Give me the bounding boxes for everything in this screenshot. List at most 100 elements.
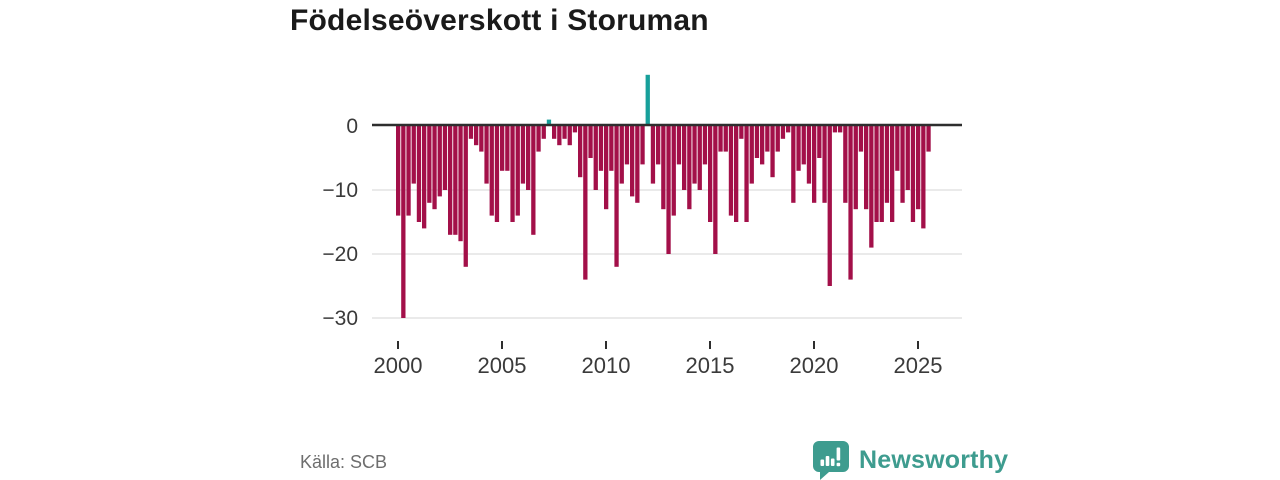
bar	[468, 126, 474, 139]
source-note: Källa: SCB	[300, 452, 388, 472]
bar	[562, 126, 567, 139]
bar	[718, 126, 723, 152]
bar	[910, 126, 916, 222]
x-axis-label: 2010	[582, 353, 631, 378]
bar	[666, 126, 671, 254]
bar	[484, 126, 489, 184]
bar	[869, 126, 874, 248]
bar	[900, 126, 905, 203]
bar	[411, 126, 416, 184]
x-axis-label: 2005	[478, 353, 527, 378]
newsworthy-wordmark: Newsworthy	[859, 445, 1009, 474]
bar	[458, 126, 463, 242]
bar	[671, 126, 676, 216]
bar	[520, 126, 526, 184]
bar	[427, 126, 432, 203]
bar	[806, 126, 812, 184]
bar	[765, 126, 770, 152]
x-axis-label: 2015	[686, 353, 735, 378]
bar	[510, 126, 515, 222]
bar	[604, 126, 609, 210]
bar	[546, 119, 552, 126]
x-axis-label: 2020	[790, 353, 839, 378]
bar	[442, 126, 448, 190]
bar	[588, 126, 593, 158]
bar	[817, 126, 822, 158]
bar	[832, 126, 838, 133]
bar	[479, 126, 484, 152]
bar	[401, 126, 406, 318]
bar	[770, 126, 775, 178]
bar	[500, 126, 505, 171]
bar	[708, 126, 713, 222]
x-axis-label: 2000	[374, 353, 423, 378]
chart-title: Födelseöverskott i Storuman	[290, 4, 709, 37]
bar	[557, 126, 562, 146]
bar	[453, 126, 458, 235]
bar	[780, 126, 786, 139]
bar	[572, 126, 578, 133]
bar	[624, 126, 630, 165]
bar	[474, 126, 479, 146]
bar	[515, 126, 520, 216]
bar	[916, 126, 921, 210]
bar	[656, 126, 661, 165]
bar	[692, 126, 697, 184]
birth-surplus-chart: 0 −10 −20 −30 2000 2005 2010 2015 2020 2025	[322, 74, 962, 378]
bar	[619, 126, 624, 184]
bar	[739, 126, 744, 139]
bar	[728, 126, 734, 216]
bar	[858, 126, 864, 152]
bar	[843, 126, 848, 203]
bar	[531, 126, 536, 235]
bar	[775, 126, 780, 152]
bar	[744, 126, 749, 222]
bar	[437, 126, 442, 197]
bar	[822, 126, 827, 203]
bar	[749, 126, 754, 184]
bar	[416, 126, 422, 222]
bar	[713, 126, 718, 254]
bar	[879, 126, 884, 222]
bar	[874, 126, 879, 222]
bar	[396, 126, 401, 216]
bar	[895, 126, 900, 171]
bar	[536, 126, 541, 152]
bar	[598, 126, 604, 171]
bar	[791, 126, 796, 203]
bar	[682, 126, 687, 190]
bar	[614, 126, 619, 267]
bar	[723, 126, 728, 152]
bar	[593, 126, 598, 190]
bar	[687, 126, 692, 210]
bar	[760, 126, 765, 165]
y-axis-label: −20	[322, 243, 358, 266]
bar	[578, 126, 583, 178]
chart-bars-icon	[820, 447, 841, 467]
bar	[448, 126, 453, 235]
bar	[676, 126, 682, 165]
bar	[406, 126, 411, 216]
bar	[754, 126, 760, 158]
bar	[827, 126, 832, 286]
x-axis-label: 2025	[894, 353, 943, 378]
bar	[661, 126, 666, 210]
bar	[702, 126, 708, 165]
bar	[567, 126, 572, 146]
bar	[734, 126, 739, 222]
bar	[505, 126, 510, 171]
bar	[541, 126, 546, 139]
bar	[645, 74, 650, 126]
bar	[422, 126, 427, 229]
bar	[640, 126, 645, 165]
bar	[630, 126, 635, 197]
newsworthy-logo-icon	[813, 441, 849, 480]
bar	[650, 126, 656, 184]
bar	[848, 126, 853, 280]
bar	[884, 126, 890, 203]
bar	[905, 126, 910, 190]
newsworthy-logo: Newsworthy	[812, 440, 1008, 480]
bar	[812, 126, 817, 203]
bar	[526, 126, 531, 190]
